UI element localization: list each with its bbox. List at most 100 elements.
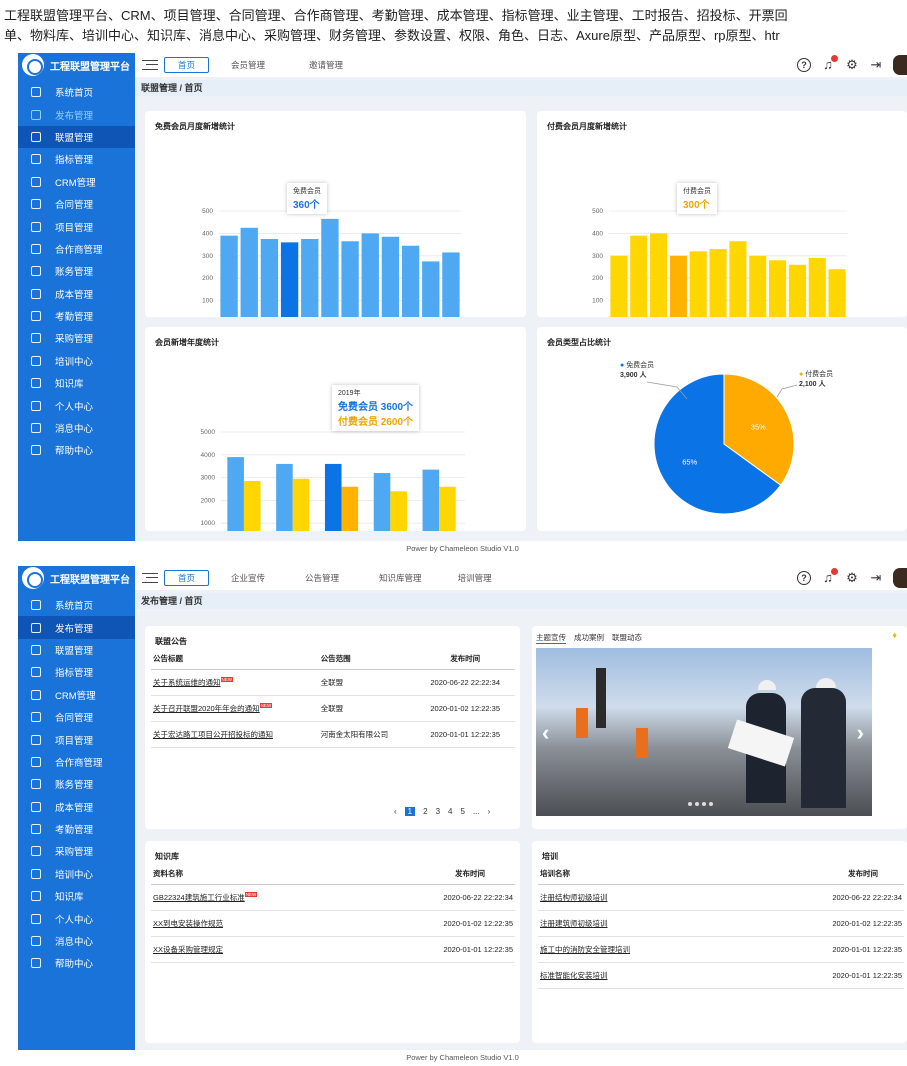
table-row[interactable]: XX到电安装操作规范 2020-01-02 12:22:35: [151, 910, 515, 937]
row-title-link[interactable]: XX到电安装操作规范: [151, 910, 368, 937]
cell-text[interactable]: 注册结构师初级培训: [540, 893, 608, 902]
table-row[interactable]: 施工中的消防安全管理培训 2020-01-01 12:22:35: [538, 936, 904, 963]
bulb-icon[interactable]: ♦: [892, 630, 897, 640]
sidebar-item-12[interactable]: 培训中心: [18, 863, 135, 885]
page-1[interactable]: 1: [404, 807, 416, 816]
row-title-link[interactable]: 标准智能化安装培训: [538, 962, 744, 989]
page-4[interactable]: 4: [448, 807, 453, 816]
table-row[interactable]: XX设备采购管理规定 2020-01-01 12:22:35: [151, 936, 515, 963]
sidebar-item-5[interactable]: 合同管理: [18, 193, 135, 215]
sidebar-item-13[interactable]: 知识库: [18, 885, 135, 907]
app-logo[interactable]: 工程联盟管理平台: [18, 566, 135, 590]
cell-text[interactable]: 关于召开联盟2020年年会的通知: [153, 704, 260, 713]
tab-member[interactable]: 会员管理: [231, 60, 266, 70]
table-row[interactable]: 注册建筑师初级培训 2020-01-02 12:22:35: [538, 910, 904, 937]
sidebar-item-6[interactable]: 项目管理: [18, 215, 135, 237]
banner-tab-news[interactable]: 联盟动态: [612, 633, 642, 642]
sidebar-item-0[interactable]: 系统首页: [18, 81, 135, 103]
row-title-link[interactable]: 施工中的消防安全管理培训: [538, 936, 744, 963]
table-row[interactable]: 关于宏达路工项目公开招投标的通知 河南金太阳有限公司 2020-01-01 12:2…: [151, 721, 515, 748]
sidebar-item-4[interactable]: CRM管理: [18, 171, 135, 193]
prev-page-icon[interactable]: ‹: [394, 807, 397, 816]
sidebar-item-7[interactable]: 合作商管理: [18, 751, 135, 773]
cell-text[interactable]: 施工中的消防安全管理培训: [540, 945, 630, 954]
cell-text[interactable]: XX到电安装操作规范: [153, 919, 224, 928]
cell-text[interactable]: 注册建筑师初级培训: [540, 919, 608, 928]
bell-icon[interactable]: ♫: [821, 568, 838, 585]
cell-text[interactable]: 标准智能化安装培训: [540, 971, 608, 980]
logout-icon[interactable]: ⇥: [870, 57, 882, 72]
sidebar-item-0[interactable]: 系统首页: [18, 594, 135, 616]
sidebar-item-15[interactable]: 消息中心: [18, 417, 135, 439]
sidebar-item-16[interactable]: 帮助中心: [18, 952, 135, 974]
tab-company-promo[interactable]: 企业宣传: [231, 573, 266, 583]
sidebar-item-10[interactable]: 考勤管理: [18, 305, 135, 327]
gear-icon[interactable]: ⚙: [846, 57, 858, 72]
sidebar-item-5[interactable]: 合同管理: [18, 706, 135, 728]
table-row[interactable]: 标准智能化安装培训 2020-01-01 12:22:35: [538, 962, 904, 989]
sidebar-item-11[interactable]: 采购管理: [18, 327, 135, 349]
row-title-link[interactable]: GB22324建筑施工行业标准NEW: [151, 884, 368, 911]
sidebar-item-3[interactable]: 指标管理: [18, 661, 135, 683]
sidebar-item-12[interactable]: 培训中心: [18, 350, 135, 372]
sidebar-item-6[interactable]: 项目管理: [18, 728, 135, 750]
table-row[interactable]: 关于系统运维的通知NEW 全联盟 2020-06-22 22:22:34: [151, 669, 515, 696]
logout-icon[interactable]: ⇥: [870, 570, 882, 585]
tab-home[interactable]: 首页: [164, 570, 210, 586]
help-icon[interactable]: ?: [797, 58, 811, 72]
table-row[interactable]: GB22324建筑施工行业标准NEW 2020-06-22 22:22:34: [151, 884, 515, 911]
menu-toggle-icon[interactable]: [142, 60, 158, 70]
avatar[interactable]: [893, 55, 907, 75]
sidebar-item-9[interactable]: 成本管理: [18, 796, 135, 818]
table-row[interactable]: 关于召开联盟2020年年会的通知NEW 全联盟 2020-01-02 12:22:3…: [151, 695, 515, 722]
menu-toggle-icon[interactable]: [142, 573, 158, 583]
banner-tab-theme[interactable]: 主题宣传: [536, 633, 566, 644]
gear-icon[interactable]: ⚙: [846, 570, 858, 585]
banner-next-icon[interactable]: ›: [856, 720, 864, 745]
sidebar-item-14[interactable]: 个人中心: [18, 394, 135, 416]
cell-text[interactable]: XX设备采购管理规定: [153, 945, 224, 954]
sidebar-item-9[interactable]: 成本管理: [18, 283, 135, 305]
sidebar-item-11[interactable]: 采购管理: [18, 840, 135, 862]
avatar[interactable]: [893, 568, 907, 588]
sidebar-item-8[interactable]: 账务管理: [18, 260, 135, 282]
row-title-link[interactable]: 关于宏达路工项目公开招投标的通知: [151, 721, 319, 748]
row-title-link[interactable]: XX设备采购管理规定: [151, 936, 368, 963]
cell-text[interactable]: 关于宏达路工项目公开招投标的通知: [153, 730, 273, 739]
table-row[interactable]: 注册结构师初级培训 2020-06-22 22:22:34: [538, 884, 904, 911]
page-more[interactable]: ...: [472, 807, 480, 816]
sidebar-item-15[interactable]: 消息中心: [18, 930, 135, 952]
sidebar-item-14[interactable]: 个人中心: [18, 907, 135, 929]
app-logo[interactable]: 工程联盟管理平台: [18, 53, 135, 77]
bell-icon[interactable]: ♫: [821, 55, 838, 72]
tab-home[interactable]: 首页: [164, 57, 210, 73]
row-title-link[interactable]: 关于系统运维的通知NEW: [151, 669, 319, 696]
sidebar-item-1[interactable]: 发布管理: [18, 103, 135, 125]
sidebar-item-13[interactable]: 知识库: [18, 372, 135, 394]
tab-invite[interactable]: 邀请管理: [309, 60, 344, 70]
next-page-icon[interactable]: ›: [487, 807, 491, 816]
sidebar-item-3[interactable]: 指标管理: [18, 148, 135, 170]
sidebar-item-1[interactable]: 发布管理: [18, 616, 135, 639]
page-5[interactable]: 5: [460, 807, 465, 816]
row-title-link[interactable]: 注册结构师初级培训: [538, 884, 744, 911]
sidebar-item-2[interactable]: 联盟管理: [18, 639, 135, 661]
page-3[interactable]: 3: [435, 807, 441, 816]
tab-notice-manage[interactable]: 公告管理: [305, 573, 340, 583]
sidebar-item-2[interactable]: 联盟管理: [18, 125, 135, 149]
banner-prev-icon[interactable]: ‹: [542, 720, 550, 745]
row-title-link[interactable]: 关于召开联盟2020年年会的通知NEW: [151, 695, 319, 722]
banner-dots[interactable]: [688, 802, 716, 806]
help-icon[interactable]: ?: [797, 571, 811, 585]
sidebar-item-16[interactable]: 帮助中心: [18, 439, 135, 461]
tab-knowledge-manage[interactable]: 知识库管理: [379, 573, 422, 583]
cell-text[interactable]: 关于系统运维的通知: [153, 678, 221, 687]
row-title-link[interactable]: 注册建筑师初级培训: [538, 910, 744, 937]
page-2[interactable]: 2: [423, 807, 428, 816]
sidebar-item-10[interactable]: 考勤管理: [18, 818, 135, 840]
tab-training-manage[interactable]: 培训管理: [457, 573, 492, 583]
sidebar-item-7[interactable]: 合作商管理: [18, 238, 135, 260]
sidebar-item-8[interactable]: 账务管理: [18, 773, 135, 795]
banner-tab-cases[interactable]: 成功案例: [574, 633, 604, 642]
cell-text[interactable]: GB22324建筑施工行业标准: [153, 893, 245, 902]
